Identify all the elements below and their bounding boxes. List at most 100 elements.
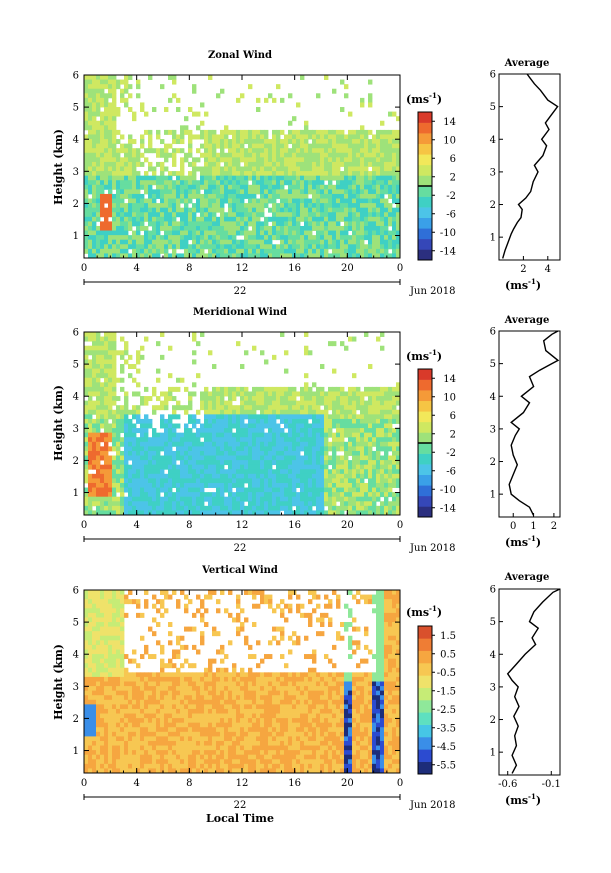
heatmap-cell — [116, 139, 121, 145]
heatmap-cell — [332, 198, 337, 204]
heatmap-cell — [168, 143, 173, 149]
heatmap-cell — [96, 496, 101, 502]
heatmap-cell — [212, 216, 217, 222]
heatmap-cell — [132, 148, 137, 154]
heatmap-cell — [316, 225, 321, 231]
heatmap-cell — [396, 473, 400, 479]
heatmap-cell — [104, 432, 109, 438]
heatmap-cell — [200, 441, 205, 447]
heatmap-cell — [304, 414, 309, 420]
heatmap-cell — [296, 225, 301, 231]
heatmap-cell — [268, 166, 273, 172]
heatmap-cell — [304, 148, 309, 154]
heatmap-cell — [116, 626, 121, 632]
heatmap-cell — [368, 464, 373, 470]
heatmap-cell — [148, 478, 153, 484]
heatmap-cell — [244, 423, 249, 429]
heatmap-cell — [324, 171, 329, 177]
heatmap-cell — [184, 207, 189, 213]
heatmap-cell — [84, 189, 89, 195]
heatmap-cell — [340, 248, 345, 254]
heatmap-cell — [148, 203, 153, 209]
heatmap-cell — [376, 225, 381, 231]
heatmap-cell — [284, 161, 289, 167]
heatmap-cell — [340, 161, 345, 167]
heatmap-cell — [156, 496, 161, 502]
heatmap-cell — [380, 120, 385, 126]
heatmap-cell — [324, 432, 329, 438]
heatmap-cell — [324, 441, 329, 447]
heatmap-cell — [316, 93, 321, 99]
heatmap-cell — [152, 510, 157, 515]
heatmap-cell — [104, 437, 109, 443]
heatmap-cell — [228, 157, 233, 163]
heatmap-cell — [256, 428, 261, 434]
heatmap-cell — [156, 239, 161, 245]
heatmap-cell — [312, 184, 317, 190]
heatmap-cell — [96, 157, 101, 163]
heatmap-cell — [144, 446, 149, 452]
heatmap-cell — [100, 414, 105, 420]
heatmap-cell — [84, 663, 89, 669]
heatmap-cell — [332, 460, 337, 466]
heatmap-cell — [312, 396, 317, 402]
heatmap-cell — [208, 492, 213, 498]
heatmap-cell — [272, 143, 277, 149]
heatmap-cell — [396, 482, 400, 488]
heatmap-cell — [316, 505, 321, 511]
heatmap-cell — [156, 368, 161, 374]
heatmap-cell — [384, 473, 389, 479]
heatmap-cell — [168, 180, 173, 186]
heatmap-cell — [372, 460, 377, 466]
heatmap-cell — [84, 441, 89, 447]
average-line — [502, 73, 559, 259]
heatmap-cell — [324, 148, 329, 154]
heatmap-cell — [208, 221, 213, 227]
heatmap-cell — [328, 496, 333, 502]
heatmap-cell — [112, 727, 117, 733]
heatmap-cell — [124, 84, 129, 90]
heatmap-cell — [100, 235, 105, 241]
heatmap-cell — [184, 492, 189, 498]
heatmap-cell — [136, 148, 141, 154]
colorbar-swatch — [418, 506, 432, 518]
average-x-tick-label: 4 — [545, 264, 551, 275]
heatmap-cell — [312, 482, 317, 488]
heatmap-cell — [332, 221, 337, 227]
heatmap-cell — [384, 446, 389, 452]
heatmap-cell — [204, 432, 209, 438]
heatmap-cell — [84, 603, 89, 609]
heatmap-cell — [360, 469, 365, 475]
heatmap-cell — [232, 180, 237, 186]
heatmap-cell — [180, 450, 185, 456]
heatmap-cell — [96, 644, 101, 650]
heatmap-cell — [108, 341, 113, 347]
heatmap-cell — [260, 478, 265, 484]
heatmap-cell — [200, 400, 205, 406]
heatmap-cell — [152, 189, 157, 195]
heatmap-cell — [136, 482, 141, 488]
heatmap-cell — [240, 391, 245, 397]
heatmap-cell — [228, 441, 233, 447]
heatmap-cell — [132, 189, 137, 195]
heatmap-cell — [372, 235, 377, 241]
heatmap-cell — [96, 432, 101, 438]
heatmap-cell — [252, 248, 257, 254]
heatmap-cell — [144, 225, 149, 231]
heatmap-cell — [272, 235, 277, 241]
heatmap-cell — [360, 193, 365, 199]
heatmap-cell — [384, 184, 389, 190]
heatmap-cell — [136, 193, 141, 199]
heatmap-cell — [124, 350, 129, 356]
heatmap-cell — [232, 198, 237, 204]
heatmap-cell — [308, 239, 313, 245]
heatmap-cell — [288, 492, 293, 498]
heatmap-cell — [316, 391, 321, 397]
heatmap-cell — [180, 473, 185, 479]
heatmap-cell — [228, 391, 233, 397]
heatmap-cell — [388, 244, 393, 250]
heatmap-cell — [100, 175, 105, 181]
heatmap-cell — [112, 134, 117, 140]
heatmap-cell — [148, 198, 153, 204]
heatmap-cell — [364, 400, 369, 406]
